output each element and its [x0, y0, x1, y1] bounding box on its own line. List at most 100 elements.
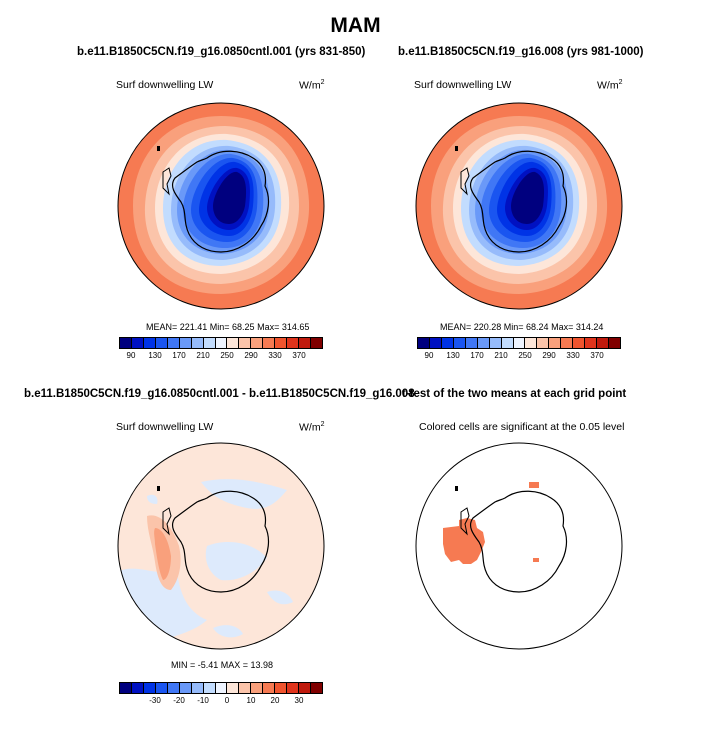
colorbar-box	[203, 683, 216, 693]
colorbar-box	[525, 338, 538, 348]
colorbar-box	[275, 683, 288, 693]
colorbar-tick-label: 0	[224, 696, 230, 705]
colorbar-tick-label: 20	[270, 696, 280, 705]
colorbar-box	[573, 338, 586, 348]
top-left-stats: MEAN= 221.41 Min= 68.25 Max= 314.65	[146, 322, 310, 332]
top-left-case-title: b.e11.B1850C5CN.f19_g16.0850cntl.001 (yr…	[77, 46, 366, 58]
bottom-right-polar-plot	[415, 442, 623, 650]
colorbar-box	[465, 338, 478, 348]
colorbar-box	[227, 683, 240, 693]
colorbar-box	[609, 338, 620, 348]
top-right-variable-label: Surf downwelling LW	[414, 79, 512, 91]
top-left-variable-label: Surf downwelling LW	[116, 79, 214, 91]
colorbar-diff-boxes	[119, 682, 323, 694]
colorbar-box	[251, 683, 264, 693]
top-right-stats: MEAN= 220.28 Min= 68.24 Max= 314.24	[440, 322, 604, 332]
bottom-left-colorbar: -30 -20 -10 0 10 20 30	[119, 682, 323, 706]
colorbar-box	[489, 338, 502, 348]
colorbar-box	[191, 683, 204, 693]
bottom-left-units: W/m2	[299, 421, 325, 434]
colorbar-tick-label: 210	[494, 351, 508, 360]
colorbar-box	[287, 338, 300, 348]
colorbar-box	[155, 338, 168, 348]
bottom-right-map	[415, 442, 623, 650]
colorbar-box	[239, 683, 252, 693]
colorbar-tick-label: 90	[126, 351, 136, 360]
colorbar-box	[143, 338, 156, 348]
colorbar-box	[131, 338, 144, 348]
bottom-left-case-title: b.e11.B1850C5CN.f19_g16.0850cntl.001 - b…	[24, 388, 415, 400]
colorbar-box	[263, 683, 276, 693]
colorbar-box	[143, 683, 156, 693]
colorbar-box	[227, 338, 240, 348]
top-left-colorbar: 90 130 170 210 250 290 330 370	[119, 337, 323, 361]
colorbar-tick-label: 170	[172, 351, 186, 360]
colorbar-tick-label: 370	[590, 351, 604, 360]
colorbar-tick-label: -10	[197, 696, 209, 705]
colorbar-box	[275, 338, 288, 348]
colorbar-box	[311, 338, 322, 348]
top-right-map	[415, 102, 623, 310]
colorbar-tick-label: 250	[518, 351, 532, 360]
colorbar-tick-label: 290	[542, 351, 556, 360]
colorbar-tick-label: 210	[196, 351, 210, 360]
colorbar-box	[167, 683, 180, 693]
colorbar-box	[513, 338, 526, 348]
colorbar-box	[561, 338, 574, 348]
top-right-case-title: b.e11.B1850C5CN.f19_g16.008 (yrs 981-100…	[398, 46, 644, 58]
top-right-colorbar: 90 130 170 210 250 290 330 370	[417, 337, 621, 361]
bottom-left-map	[117, 442, 325, 650]
colorbar-box	[120, 338, 132, 348]
colorbar-box	[155, 683, 168, 693]
colorbar-box	[453, 338, 466, 348]
colorbar-box	[299, 338, 311, 348]
colorbar-tick-label: 130	[446, 351, 460, 360]
colorbar-tick-label: 250	[220, 351, 234, 360]
colorbar-box	[263, 338, 276, 348]
colorbar-abs-boxes	[119, 337, 323, 349]
colorbar-box	[191, 338, 204, 348]
top-left-units: W/m2	[299, 79, 325, 92]
colorbar-tick-label: -30	[149, 696, 161, 705]
colorbar-tick-label: 10	[246, 696, 256, 705]
colorbar-box	[537, 338, 550, 348]
colorbar-box	[203, 338, 216, 348]
colorbar-tick-label: 30	[294, 696, 304, 705]
colorbar-tick-label: 170	[470, 351, 484, 360]
colorbar-box	[429, 338, 442, 348]
colorbar-box	[179, 338, 192, 348]
bottom-right-subtitle: Colored cells are significant at the 0.0…	[419, 421, 625, 433]
colorbar-box	[287, 683, 300, 693]
colorbar-box	[549, 338, 562, 348]
colorbar-tick-label: 370	[292, 351, 306, 360]
colorbar-box	[215, 338, 228, 348]
top-left-map	[117, 102, 325, 310]
colorbar-box	[215, 683, 228, 693]
top-left-polar-plot	[117, 102, 325, 310]
colorbar-tick-label: 330	[268, 351, 282, 360]
colorbar-box	[597, 338, 609, 348]
colorbar-tick-label: -20	[173, 696, 185, 705]
colorbar-diff-labels: -30 -20 -10 0 10 20 30	[119, 694, 323, 706]
colorbar-tick-label: 90	[424, 351, 434, 360]
colorbar-box	[251, 338, 264, 348]
colorbar-box	[311, 683, 322, 693]
colorbar-box	[418, 338, 430, 348]
colorbar-box	[179, 683, 192, 693]
top-right-polar-plot	[415, 102, 623, 310]
colorbar-abs-labels: 90 130 170 210 250 290 330 370	[119, 349, 323, 361]
colorbar-box	[441, 338, 454, 348]
colorbar-abs-labels: 90 130 170 210 250 290 330 370	[417, 349, 621, 361]
colorbar-box	[585, 338, 598, 348]
colorbar-tick-label: 330	[566, 351, 580, 360]
colorbar-box	[239, 338, 252, 348]
colorbar-tick-label: 290	[244, 351, 258, 360]
bottom-left-variable-label: Surf downwelling LW	[116, 421, 214, 433]
bottom-left-stats: MIN = -5.41 MAX = 13.98	[171, 660, 274, 670]
colorbar-box	[501, 338, 514, 348]
colorbar-box	[120, 683, 132, 693]
colorbar-tick-label: 130	[148, 351, 162, 360]
colorbar-box	[167, 338, 180, 348]
season-title: MAM	[330, 14, 381, 37]
colorbar-box	[477, 338, 490, 348]
